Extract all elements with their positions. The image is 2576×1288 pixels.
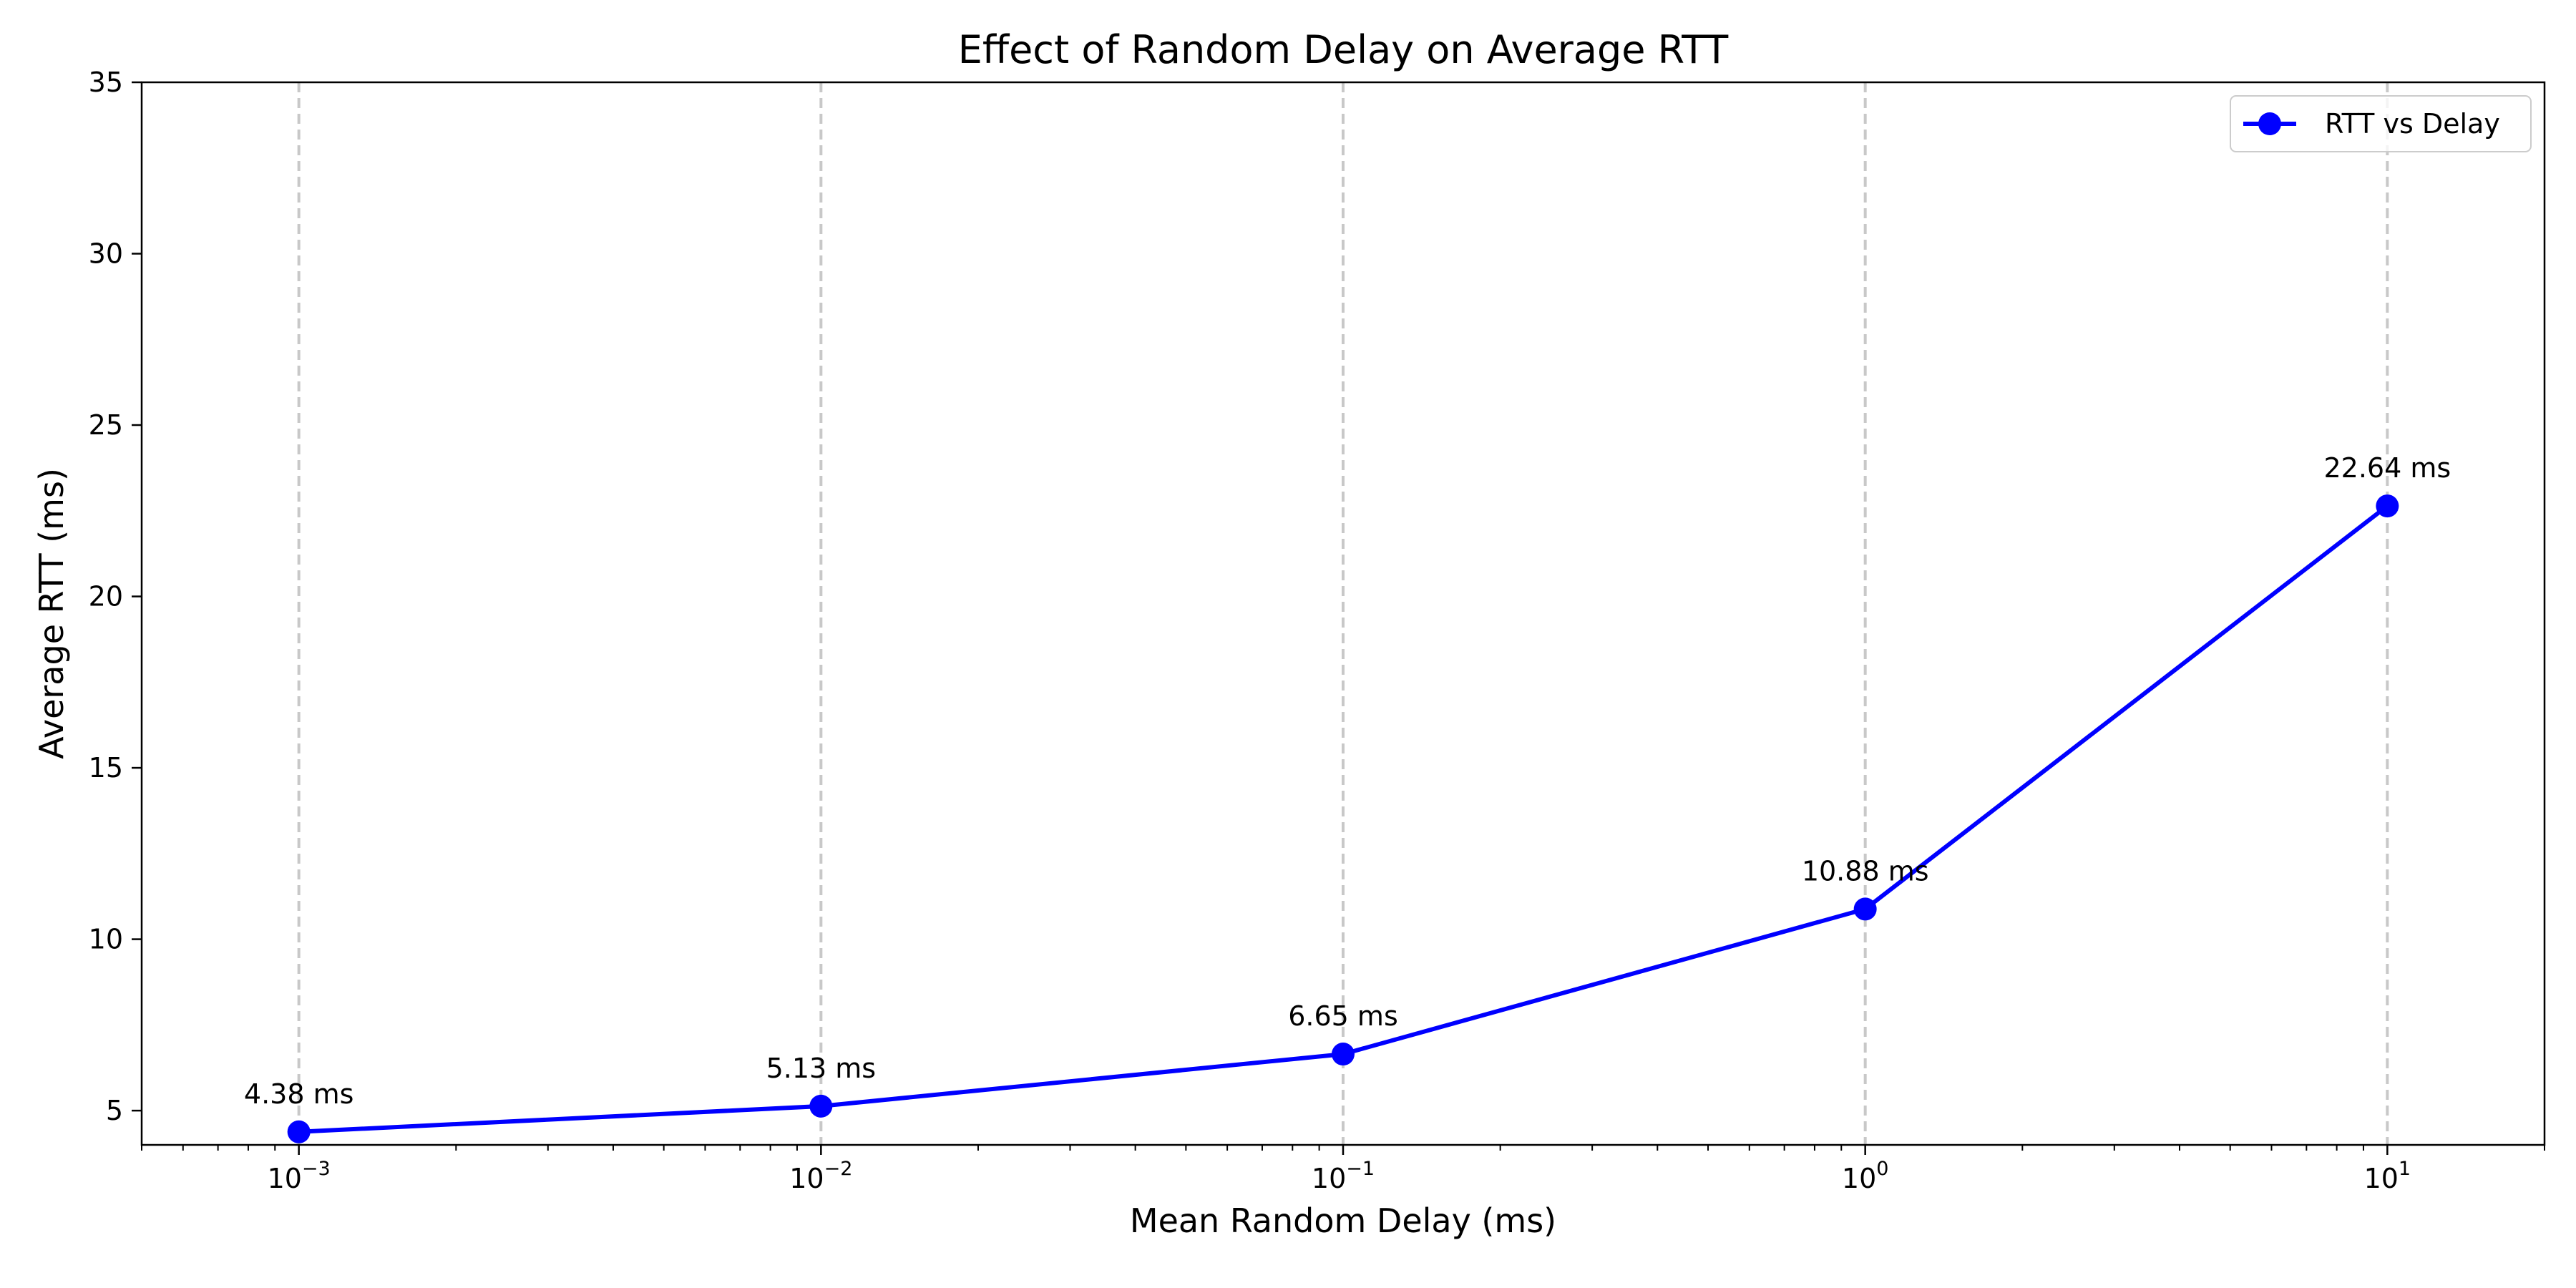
x-tick-label-base: 10 xyxy=(1842,1163,1876,1194)
x-tick-label: 100 xyxy=(1842,1158,1889,1194)
data-point xyxy=(1332,1043,1355,1066)
x-tick-label: 10−1 xyxy=(1312,1158,1375,1194)
data-label: 10.88 ms xyxy=(1802,855,1929,887)
legend-marker-swatch xyxy=(2258,112,2281,135)
data-label: 4.38 ms xyxy=(244,1078,354,1110)
y-tick-label: 10 xyxy=(89,924,123,955)
series-layer xyxy=(287,494,2399,1143)
data-label: 5.13 ms xyxy=(766,1053,877,1084)
x-tick-label-exponent: −1 xyxy=(1346,1158,1375,1180)
y-tick-label: 25 xyxy=(89,409,123,441)
x-tick-label-exponent: −2 xyxy=(824,1158,853,1180)
legend: RTT vs Delay xyxy=(2230,95,2532,152)
y-tick-label: 15 xyxy=(89,752,123,784)
data-point xyxy=(287,1120,311,1143)
x-tick-label: 10−2 xyxy=(789,1158,852,1194)
legend-box xyxy=(2230,95,2532,152)
y-tick-label: 35 xyxy=(89,67,123,98)
x-tick-label-base: 10 xyxy=(2364,1163,2399,1194)
x-tick-label-exponent: 1 xyxy=(2399,1158,2411,1180)
data-point xyxy=(1853,897,1877,921)
data-point xyxy=(2376,494,2399,518)
x-axis-label: Mean Random Delay (ms) xyxy=(1130,1201,1556,1240)
x-tick-label-exponent: −3 xyxy=(302,1158,331,1180)
x-tick-label-base: 10 xyxy=(789,1163,824,1194)
x-tick-label-base: 10 xyxy=(268,1163,302,1194)
x-tick-label: 10−3 xyxy=(268,1158,331,1194)
data-point xyxy=(809,1094,833,1118)
x-tick-label-exponent: 0 xyxy=(1876,1158,1888,1180)
data-labels: 4.38 ms 5.13 ms 6.65 ms 10.88 ms 22.64 ms xyxy=(244,452,2451,1110)
chart-title: Effect of Random Delay on Average RTT xyxy=(958,27,1729,72)
y-tick-label: 30 xyxy=(89,238,123,270)
data-label: 6.65 ms xyxy=(1288,1000,1398,1032)
x-tick-label-base: 10 xyxy=(1312,1163,1346,1194)
y-tick-label: 5 xyxy=(106,1095,123,1126)
y-tick-label: 20 xyxy=(89,581,123,613)
grid-lines xyxy=(297,82,2389,1145)
x-tick-label: 101 xyxy=(2364,1158,2411,1194)
y-axis-label: Average RTT (ms) xyxy=(32,468,71,759)
data-label: 22.64 ms xyxy=(2324,452,2451,484)
legend-entry-rtt-vs-delay: RTT vs Delay xyxy=(2325,108,2500,140)
